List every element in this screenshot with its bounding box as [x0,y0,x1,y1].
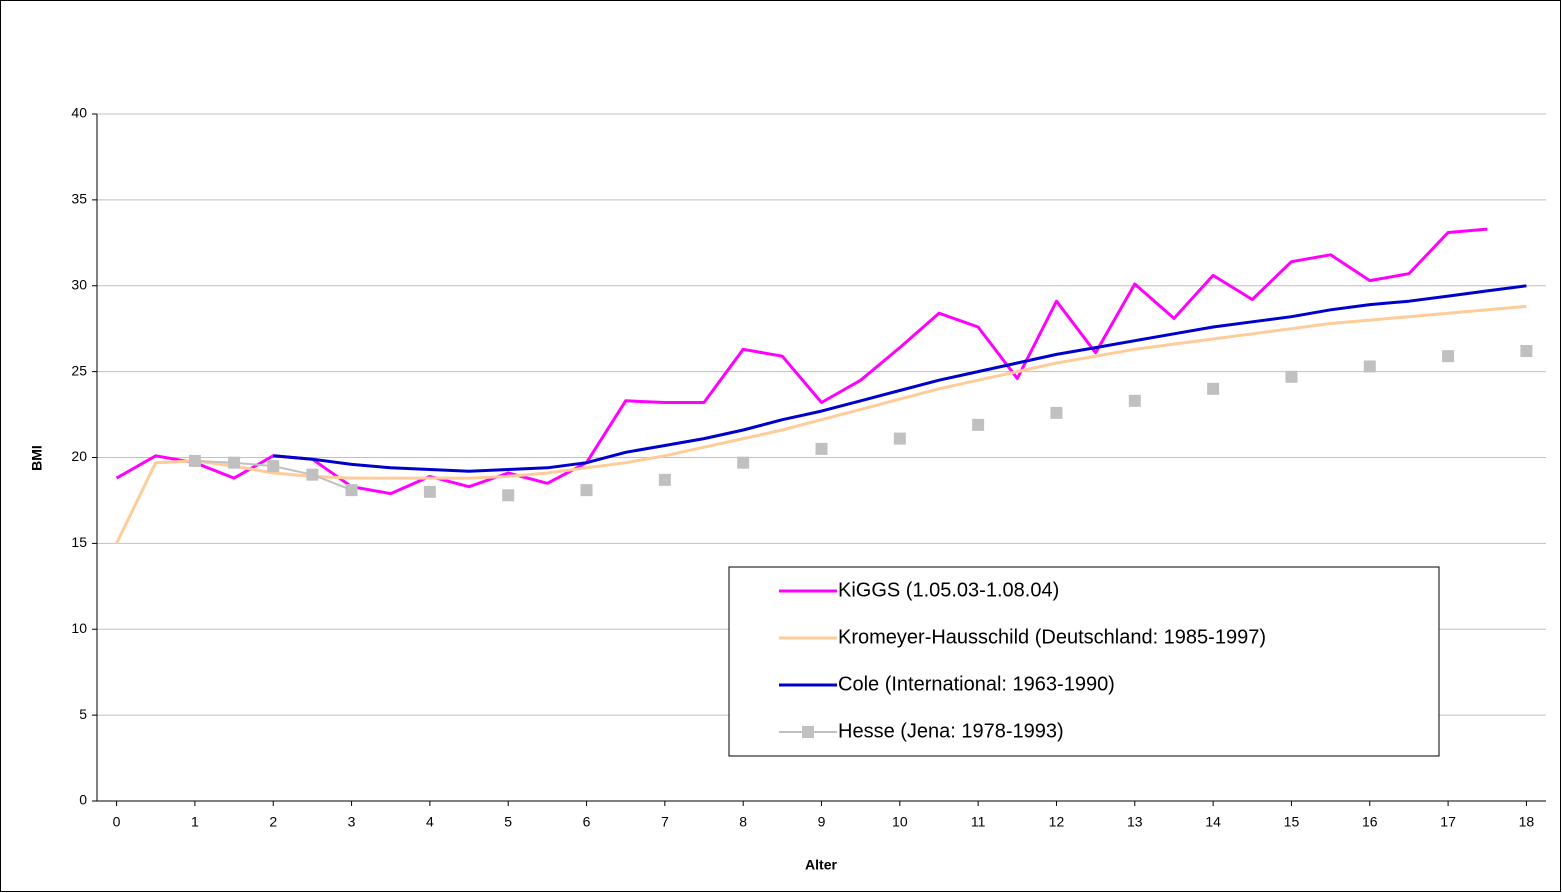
x-tick-label: 10 [892,814,908,830]
y-tick-label: 40 [71,105,87,121]
y-tick-label: 35 [71,191,87,207]
x-tick-label: 18 [1519,814,1535,830]
data-marker [1207,382,1220,395]
series-line [115,227,1488,496]
x-tick-label: 5 [504,814,512,830]
x-tick-label: 7 [661,814,669,830]
data-marker [972,418,985,431]
x-tick-label: 14 [1205,814,1221,830]
x-tick-label: 6 [583,814,591,830]
data-marker [1442,350,1455,363]
data-marker [1050,406,1063,419]
y-tick-label: 5 [79,706,87,722]
series-line [273,284,1527,473]
y-tick-label: 10 [71,620,87,636]
data-marker [1128,394,1141,407]
data-marker [188,454,201,467]
data-marker [1363,360,1376,373]
x-tick-label: 9 [818,814,826,830]
x-tick-label: 2 [269,814,277,830]
x-tick-label: 13 [1127,814,1143,830]
data-marker [1520,345,1533,358]
y-tick-label: 20 [71,448,87,464]
data-marker [737,456,750,469]
data-marker [658,473,671,486]
y-axis-label: BMI [29,445,45,471]
data-marker [580,484,593,497]
data-marker [306,468,319,481]
x-tick-label: 17 [1440,814,1456,830]
y-tick-label: 0 [79,792,87,808]
legend-label: Cole (International: 1963-1990) [838,673,1115,695]
x-tick-label: 12 [1049,814,1065,830]
x-tick-label: 16 [1362,814,1378,830]
x-tick-label: 15 [1284,814,1300,830]
data-marker [345,484,358,497]
x-tick-label: 1 [191,814,199,830]
data-marker [267,460,280,473]
legend: KiGGS (1.05.03-1.08.04) Kromeyer-Hausschi… [728,566,1440,757]
y-tick-label: 25 [71,362,87,378]
data-marker [893,432,906,445]
data-marker [502,489,515,502]
x-tick-label: 3 [348,814,356,830]
y-tick-label: 15 [71,534,87,550]
x-tick-label: 4 [426,814,434,830]
legend-label: Kromeyer-Hausschild (Deutschland: 1985-1… [838,626,1266,648]
data-marker [815,442,828,455]
x-tick-label: 11 [971,814,986,830]
legend-box [728,566,1440,757]
data-marker [423,485,436,498]
data-marker [1285,370,1298,383]
x-tick-label: 8 [739,814,747,830]
legend-label: KiGGS (1.05.03-1.08.04) [838,579,1059,601]
legend-label: Hesse (Jena: 1978-1993) [838,720,1064,742]
x-axis-label: Alter [805,857,837,873]
y-tick-label: 30 [71,276,87,292]
x-tick-label: 0 [113,814,121,830]
series-line [115,304,1527,545]
data-marker [228,456,241,469]
legend-marker [802,726,814,738]
